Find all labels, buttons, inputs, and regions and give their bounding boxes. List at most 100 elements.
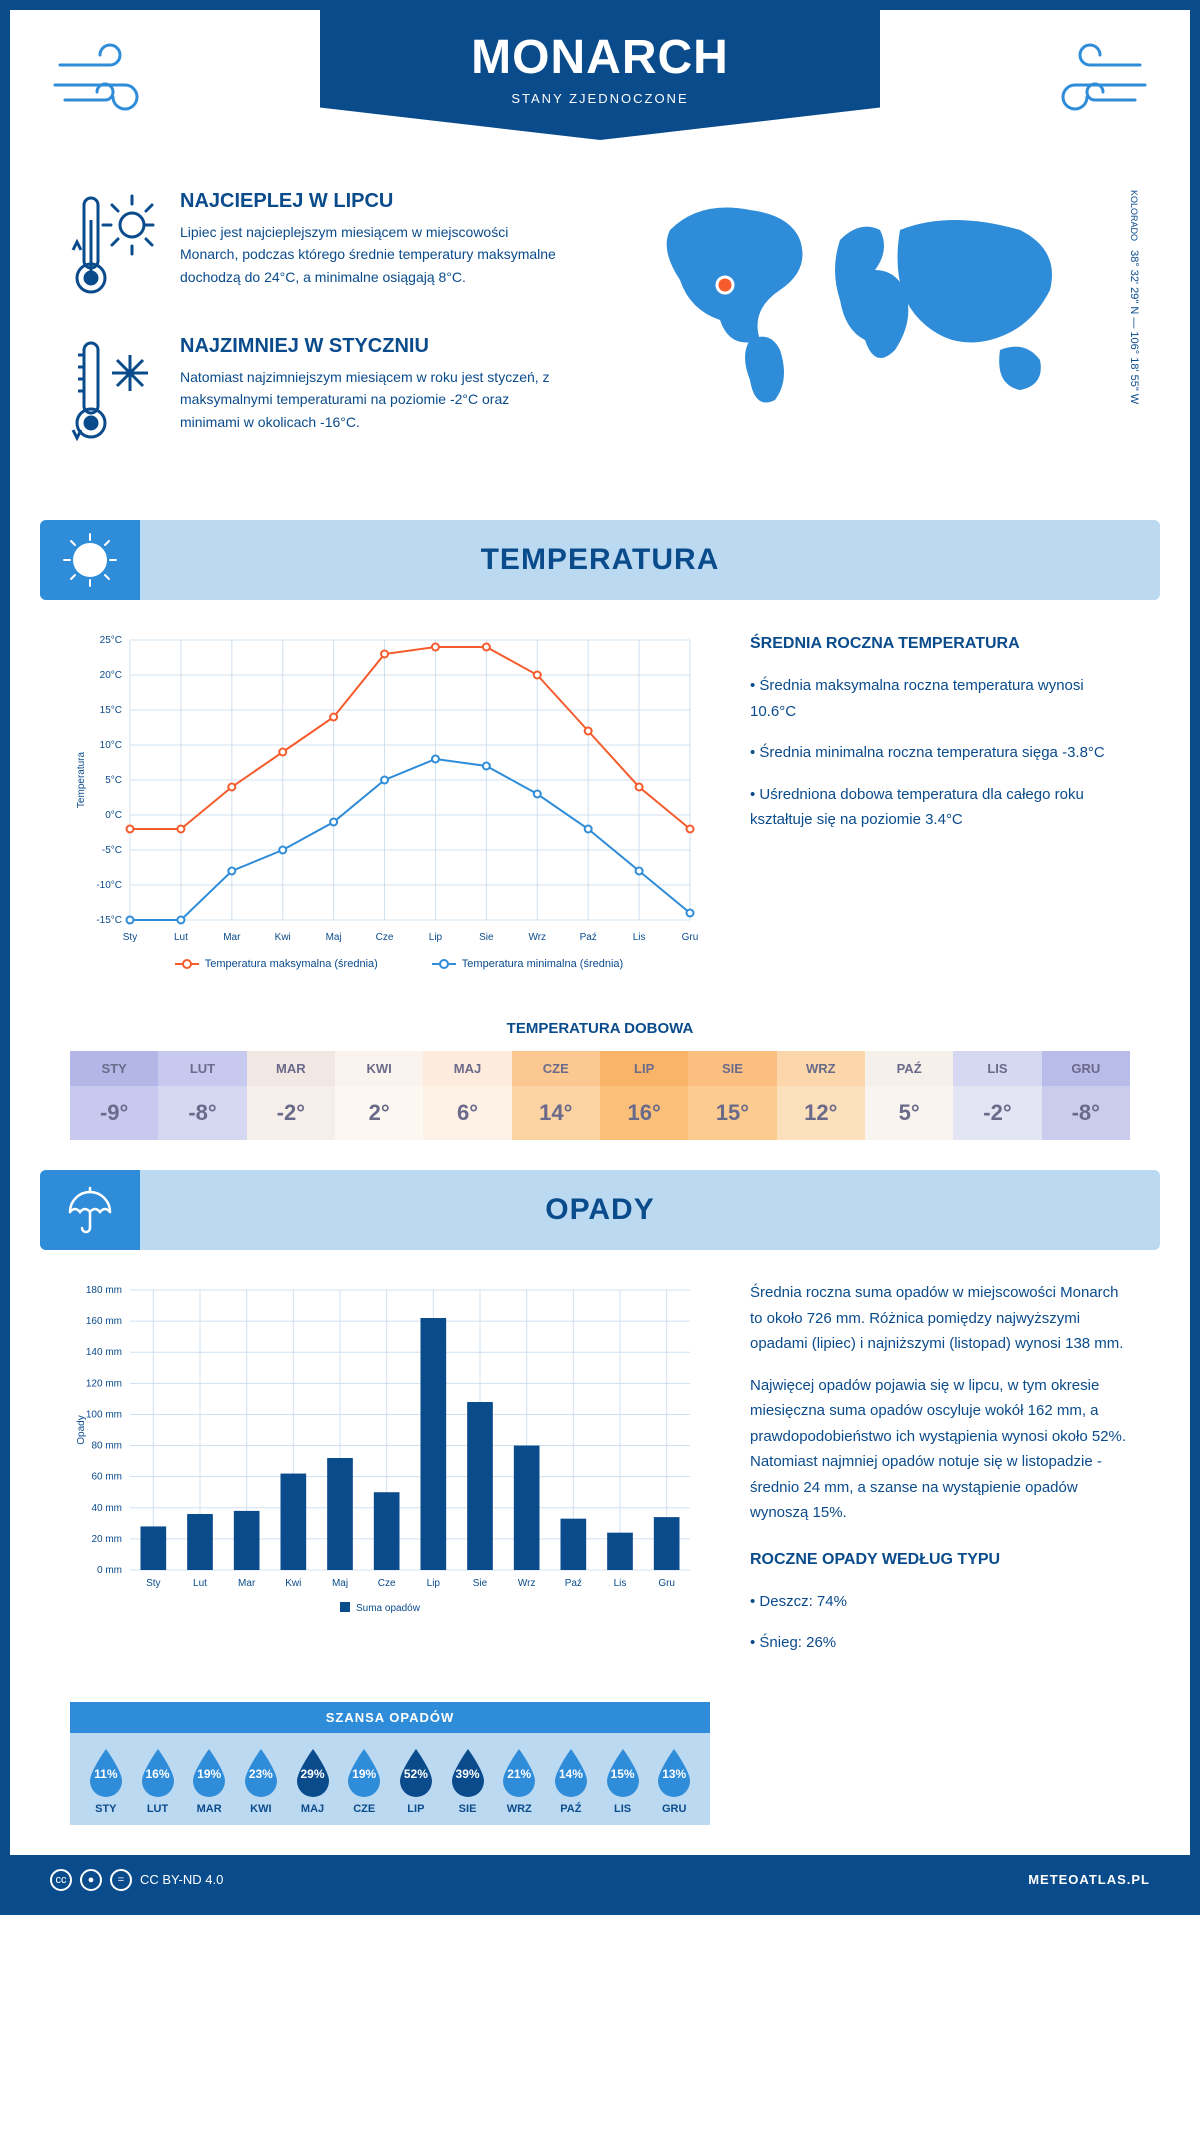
svg-text:140 mm: 140 mm [86,1347,122,1358]
thermometer-sun-icon [70,190,160,305]
type-bullet: • Deszcz: 74% [750,1589,1130,1615]
hottest-block: NAJCIEPLEJ W LIPCU Lipiec jest najcieple… [70,190,610,305]
footer: cc ● = CC BY-ND 4.0 METEOATLAS.PL [10,1855,1190,1905]
intro-section: NAJCIEPLEJ W LIPCU Lipiec jest najcieple… [10,170,1190,510]
svg-text:180 mm: 180 mm [86,1285,122,1296]
svg-text:Maj: Maj [332,1578,348,1589]
brand: METEOATLAS.PL [1028,1872,1150,1887]
rain-drop: 11% STY [80,1747,132,1815]
svg-text:Sie: Sie [479,932,494,943]
svg-text:0°C: 0°C [105,810,122,821]
svg-text:25°C: 25°C [100,635,122,646]
daily-cell: LIP 16° [600,1051,688,1140]
daily-cell: LUT -8° [158,1051,246,1140]
precip-title: OPADY [545,1193,654,1227]
svg-text:Suma opadów: Suma opadów [356,1603,421,1614]
svg-text:Lut: Lut [174,932,188,943]
coldest-title: NAJZIMNIEJ W STYCZNIU [180,335,560,358]
temperature-title: TEMPERATURA [481,543,720,577]
by-type-title: ROCZNE OPADY WEDŁUG TYPU [750,1546,1130,1573]
svg-text:Wrz: Wrz [528,932,546,943]
svg-text:Gru: Gru [658,1578,675,1589]
page-subtitle: STANY ZJEDNOCZONE [320,91,880,106]
svg-text:Lip: Lip [429,932,443,943]
rain-drop: 13% GRU [648,1747,700,1815]
svg-text:120 mm: 120 mm [86,1378,122,1389]
daily-cell: GRU -8° [1042,1051,1130,1140]
summary-bullet: • Średnia minimalna roczna temperatura s… [750,740,1130,766]
title-banner: MONARCH STANY ZJEDNOCZONE [320,10,880,140]
nd-icon: = [110,1869,132,1891]
svg-text:5°C: 5°C [105,775,122,786]
daily-cell: WRZ 12° [777,1051,865,1140]
daily-temp-title: TEMPERATURA DOBOWA [10,1020,1190,1037]
coldest-block: NAJZIMNIEJ W STYCZNIU Natomiast najzimni… [70,335,610,450]
svg-text:-15°C: -15°C [96,915,122,926]
svg-text:Lis: Lis [633,932,646,943]
svg-text:Lis: Lis [614,1578,627,1589]
svg-text:100 mm: 100 mm [86,1409,122,1420]
precip-para: Średnia roczna suma opadów w miejscowośc… [750,1280,1130,1357]
daily-cell: KWI 2° [335,1051,423,1140]
svg-text:Mar: Mar [223,932,241,943]
wind-icon [1040,40,1150,120]
svg-text:Sty: Sty [146,1578,160,1589]
rain-chance-title: SZANSA OPADÓW [70,1702,710,1733]
world-map-block: KOLORADO 38° 32' 29" N — 106° 18' 55" W [650,190,1130,480]
rain-drop: 19% MAR [183,1747,235,1815]
license: cc ● = CC BY-ND 4.0 [50,1869,223,1891]
daily-cell: MAJ 6° [423,1051,511,1140]
svg-text:Lut: Lut [193,1578,207,1589]
type-bullet: • Śnieg: 26% [750,1630,1130,1656]
precip-summary: Średnia roczna suma opadów w miejscowośc… [750,1280,1130,1672]
svg-text:60 mm: 60 mm [91,1472,122,1483]
svg-text:Cze: Cze [376,932,394,943]
precip-para: Najwięcej opadów pojawia się w lipcu, w … [750,1373,1130,1526]
daily-cell: PAŹ 5° [865,1051,953,1140]
world-map [650,190,1080,410]
daily-cell: CZE 14° [512,1051,600,1140]
temperature-line-chart: -15°C-10°C-5°C0°C5°C10°C15°C20°C25°CStyL… [70,630,710,970]
svg-text:Paź: Paź [565,1578,582,1589]
coords-text: 38° 32' 29" N — 106° 18' 55" W [1128,250,1140,404]
license-text: CC BY-ND 4.0 [140,1872,223,1887]
by-icon: ● [80,1869,102,1891]
summary-title: ŚREDNIA ROCZNA TEMPERATURA [750,630,1130,657]
wind-icon [50,40,160,120]
svg-text:Opady: Opady [76,1415,87,1444]
svg-text:15°C: 15°C [100,705,122,716]
daily-cell: MAR -2° [247,1051,335,1140]
summary-bullet: • Średnia maksymalna roczna temperatura … [750,673,1130,724]
rain-drop: 21% WRZ [493,1747,545,1815]
temperature-summary: ŚREDNIA ROCZNA TEMPERATURA • Średnia mak… [750,630,1130,970]
daily-cell: LIS -2° [953,1051,1041,1140]
svg-text:Temperatura: Temperatura [76,751,87,808]
daily-cell: SIE 15° [688,1051,776,1140]
thermometer-snow-icon [70,335,160,450]
daily-temp-table: STY -9° LUT -8° MAR -2° KWI 2° MAJ 6° CZ… [70,1051,1130,1140]
temperature-section-header: TEMPERATURA [40,520,1160,600]
coldest-body: Natomiast najzimniejszym miesiącem w rok… [180,366,560,433]
sun-icon [40,520,140,600]
rain-drop: 39% SIE [442,1747,494,1815]
svg-text:Lip: Lip [427,1578,441,1589]
hottest-title: NAJCIEPLEJ W LIPCU [180,190,560,213]
svg-text:Kwi: Kwi [275,932,291,943]
page-title: MONARCH [320,30,880,85]
svg-text:Sie: Sie [473,1578,488,1589]
svg-text:Kwi: Kwi [285,1578,301,1589]
region-label: KOLORADO [1129,190,1139,241]
svg-text:0 mm: 0 mm [97,1565,122,1576]
rain-drop: 14% PAŹ [545,1747,597,1815]
precip-section-header: OPADY [40,1170,1160,1250]
precip-bar-chart: 0 mm20 mm40 mm60 mm80 mm100 mm120 mm140 … [70,1280,710,1672]
svg-text:160 mm: 160 mm [86,1316,122,1327]
header: MONARCH STANY ZJEDNOCZONE [10,10,1190,170]
svg-text:Gru: Gru [682,932,699,943]
svg-text:Cze: Cze [378,1578,396,1589]
svg-text:20°C: 20°C [100,670,122,681]
rain-drop: 52% LIP [390,1747,442,1815]
svg-text:20 mm: 20 mm [91,1534,122,1545]
chart-legend: .sw[style*='#f55b2c']::after{background:… [70,958,710,970]
rain-drop: 23% KWI [235,1747,287,1815]
